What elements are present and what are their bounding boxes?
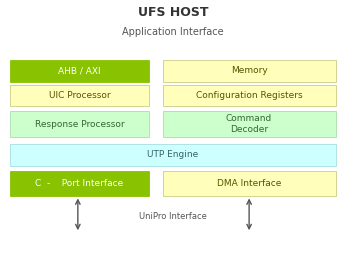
FancyBboxPatch shape (10, 144, 336, 166)
Text: UFS HOST: UFS HOST (138, 6, 208, 19)
FancyBboxPatch shape (10, 60, 149, 82)
FancyBboxPatch shape (163, 171, 336, 196)
Text: UTP Engine: UTP Engine (147, 150, 199, 159)
FancyBboxPatch shape (163, 111, 336, 137)
FancyBboxPatch shape (10, 111, 149, 137)
Text: UIC Processor: UIC Processor (49, 91, 110, 100)
Text: AHB / AXI: AHB / AXI (58, 66, 101, 75)
Text: C  -    Port Interface: C - Port Interface (35, 179, 124, 188)
FancyBboxPatch shape (10, 171, 149, 196)
Text: Command
Decoder: Command Decoder (226, 114, 272, 134)
FancyBboxPatch shape (10, 85, 149, 106)
FancyBboxPatch shape (163, 60, 336, 82)
Text: Memory: Memory (231, 66, 267, 75)
FancyBboxPatch shape (163, 85, 336, 106)
Text: Application Interface: Application Interface (122, 27, 224, 37)
Text: DMA Interface: DMA Interface (217, 179, 281, 188)
Text: UniPro Interface: UniPro Interface (139, 212, 207, 221)
Text: Response Processor: Response Processor (35, 120, 125, 129)
Text: Configuration Registers: Configuration Registers (196, 91, 302, 100)
